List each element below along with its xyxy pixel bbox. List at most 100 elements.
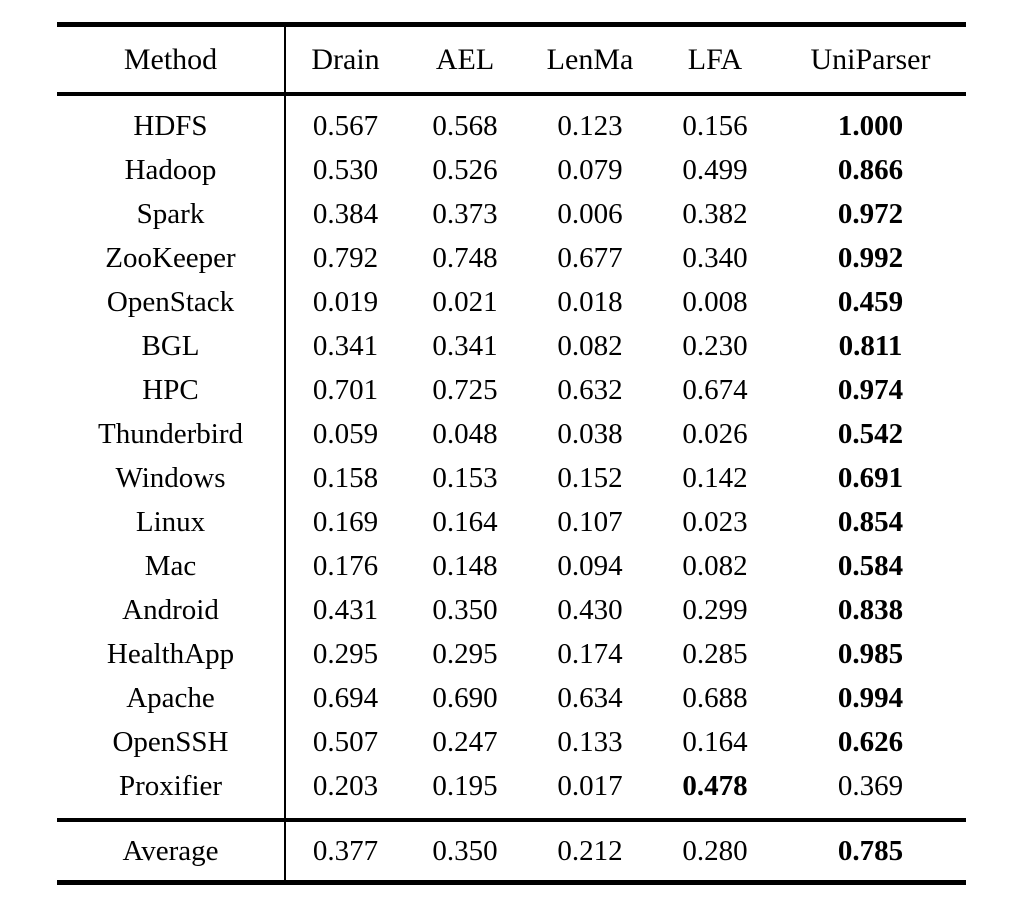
value-cell: 0.018 xyxy=(557,285,623,318)
table-row: Windows 0.158 0.153 0.152 0.142 0.691 xyxy=(57,456,966,500)
value-cell: 0.567 xyxy=(312,109,379,142)
value-cell: 0.059 xyxy=(312,417,379,450)
value-cell: 0.972 xyxy=(837,197,904,230)
value-cell: 0.247 xyxy=(432,725,498,758)
value-cell: 0.164 xyxy=(682,725,748,758)
value-cell: 0.674 xyxy=(682,373,748,406)
value-cell: 0.079 xyxy=(557,153,623,186)
value-cell: 0.431 xyxy=(312,593,379,626)
method-cell: Android xyxy=(57,588,286,632)
method-cell: Apache xyxy=(57,676,286,720)
value-cell: 1.000 xyxy=(837,109,904,142)
value-cell: 0.082 xyxy=(682,549,748,582)
value-cell: 0.694 xyxy=(312,681,379,714)
table-row: Proxifier 0.203 0.195 0.017 0.478 0.369 xyxy=(57,764,966,820)
value-cell: 0.156 xyxy=(682,109,748,142)
value-cell: 0.153 xyxy=(432,461,498,494)
column-header: LFA xyxy=(655,24,775,96)
method-cell: Proxifier xyxy=(57,764,286,820)
value-cell: 0.285 xyxy=(682,637,748,670)
value-cell: 0.568 xyxy=(432,109,498,142)
table-row: Android 0.431 0.350 0.430 0.299 0.838 xyxy=(57,588,966,632)
value-cell: 0.748 xyxy=(432,241,498,274)
value-cell: 0.725 xyxy=(432,373,498,406)
table-header: Method Drain AEL LenMa LFA UniParser xyxy=(57,24,966,96)
method-cell: OpenStack xyxy=(57,280,286,324)
value-cell: 0.230 xyxy=(682,329,748,362)
value-cell: 0.017 xyxy=(557,769,623,802)
method-cell: Thunderbird xyxy=(57,412,286,456)
results-table-wrapper: Method Drain AEL LenMa LFA UniParser HDFS 0.56… xyxy=(57,22,966,885)
value-cell: 0.158 xyxy=(312,461,379,494)
method-cell: OpenSSH xyxy=(57,720,286,764)
table-body: HDFS 0.567 0.568 0.123 0.156 1.000 Hadoop 0.530… xyxy=(57,94,966,820)
value-cell: 0.023 xyxy=(682,505,748,538)
value-cell: 0.542 xyxy=(837,417,904,450)
average-value-cell: 0.280 xyxy=(655,818,775,883)
value-cell: 0.691 xyxy=(837,461,904,494)
value-cell: 0.584 xyxy=(837,549,904,582)
results-table: Method Drain AEL LenMa LFA UniParser HDFS 0.56… xyxy=(57,22,966,885)
table-row: OpenSSH 0.507 0.247 0.133 0.164 0.626 xyxy=(57,720,966,764)
value-cell: 0.295 xyxy=(312,637,379,670)
value-cell: 0.792 xyxy=(312,241,379,274)
average-value-cell: 0.350 xyxy=(405,818,525,883)
table-row: Spark 0.384 0.373 0.006 0.382 0.972 xyxy=(57,192,966,236)
method-cell: ZooKeeper xyxy=(57,236,286,280)
average-value-cell: 0.212 xyxy=(525,818,655,883)
value-cell: 0.478 xyxy=(682,769,748,802)
value-cell: 0.019 xyxy=(312,285,379,318)
value-cell: 0.634 xyxy=(557,681,623,714)
value-cell: 0.974 xyxy=(837,373,904,406)
average-value-cell: 0.377 xyxy=(285,818,405,883)
value-cell: 0.507 xyxy=(312,725,379,758)
value-cell: 0.382 xyxy=(682,197,748,230)
value-cell: 0.373 xyxy=(432,197,498,230)
value-cell: 0.123 xyxy=(557,109,623,142)
value-cell: 0.169 xyxy=(312,505,379,538)
column-header: AEL xyxy=(405,24,525,96)
value-cell: 0.133 xyxy=(557,725,623,758)
table-row: OpenStack 0.019 0.021 0.018 0.008 0.459 xyxy=(57,280,966,324)
value-cell: 0.866 xyxy=(837,153,904,186)
table-row: HPC 0.701 0.725 0.632 0.674 0.974 xyxy=(57,368,966,412)
value-cell: 0.094 xyxy=(557,549,623,582)
value-cell: 0.459 xyxy=(837,285,904,318)
table-row: Thunderbird 0.059 0.048 0.038 0.026 0.542 xyxy=(57,412,966,456)
value-cell: 0.152 xyxy=(557,461,623,494)
table-row: Linux 0.169 0.164 0.107 0.023 0.854 xyxy=(57,500,966,544)
table-row: Mac 0.176 0.148 0.094 0.082 0.584 xyxy=(57,544,966,588)
value-cell: 0.006 xyxy=(557,197,623,230)
value-cell: 0.195 xyxy=(432,769,498,802)
value-cell: 0.690 xyxy=(432,681,498,714)
value-cell: 0.295 xyxy=(432,637,498,670)
value-cell: 0.838 xyxy=(837,593,904,626)
value-cell: 0.038 xyxy=(557,417,623,450)
column-header: Drain xyxy=(285,24,405,96)
value-cell: 0.082 xyxy=(557,329,623,362)
table-row: Hadoop 0.530 0.526 0.079 0.499 0.866 xyxy=(57,148,966,192)
value-cell: 0.677 xyxy=(557,241,623,274)
value-cell: 0.985 xyxy=(837,637,904,670)
value-cell: 0.854 xyxy=(837,505,904,538)
column-header: UniParser xyxy=(775,24,966,96)
method-cell: Windows xyxy=(57,456,286,500)
method-cell: HDFS xyxy=(57,94,286,148)
value-cell: 0.632 xyxy=(557,373,623,406)
average-label-cell: Average xyxy=(57,818,286,883)
value-cell: 0.530 xyxy=(312,153,379,186)
value-cell: 0.340 xyxy=(682,241,748,274)
value-cell: 0.626 xyxy=(837,725,904,758)
method-cell: Linux xyxy=(57,500,286,544)
table-row: HealthApp 0.295 0.295 0.174 0.285 0.985 xyxy=(57,632,966,676)
method-cell: Spark xyxy=(57,192,286,236)
value-cell: 0.142 xyxy=(682,461,748,494)
method-cell: Mac xyxy=(57,544,286,588)
method-cell: BGL xyxy=(57,324,286,368)
value-cell: 0.369 xyxy=(837,769,904,802)
value-cell: 0.148 xyxy=(432,549,498,582)
table-row: BGL 0.341 0.341 0.082 0.230 0.811 xyxy=(57,324,966,368)
method-cell: HPC xyxy=(57,368,286,412)
value-cell: 0.499 xyxy=(682,153,748,186)
table-row: Apache 0.694 0.690 0.634 0.688 0.994 xyxy=(57,676,966,720)
